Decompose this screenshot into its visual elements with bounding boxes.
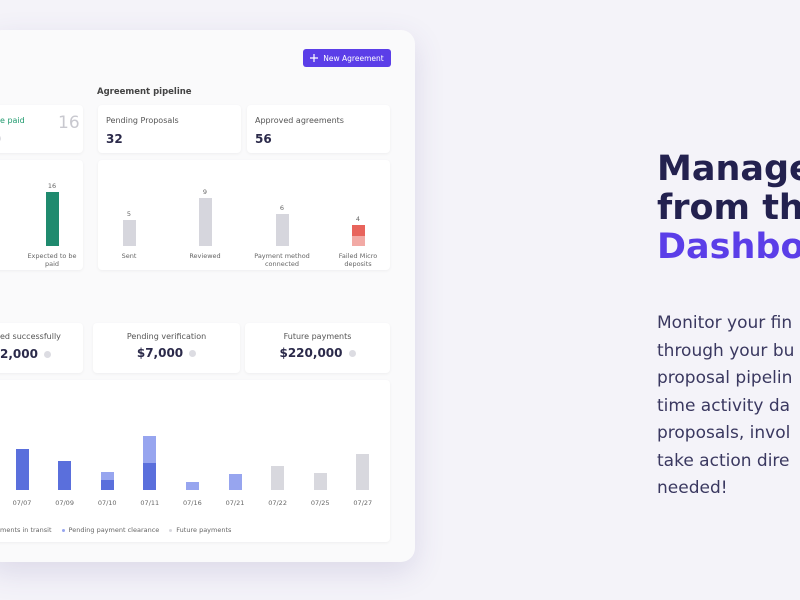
status-dot — [43, 351, 51, 358]
bar — [275, 214, 289, 246]
stat-card: ed successfully 2,000 — [0, 323, 83, 373]
value-label: 5 — [126, 209, 132, 218]
amount: 2,000 — [0, 347, 38, 361]
headline-line: Manage — [657, 149, 800, 189]
stat-value: $220,000 — [245, 346, 390, 360]
bar — [122, 219, 136, 246]
bar-segment — [100, 480, 114, 490]
legend-swatch — [61, 528, 65, 532]
stat-value: 2,000 — [0, 347, 51, 361]
status-dot — [189, 350, 197, 357]
stat-label: e paid — [0, 116, 25, 125]
x-tick-label: 07/11 — [140, 499, 160, 507]
bar — [198, 198, 212, 246]
x-tick-label: 07/22 — [268, 499, 287, 507]
body-line: Monitor your fin — [657, 313, 793, 333]
x-tick-label: Expected to be paid — [27, 252, 77, 268]
legend: ments in transit Pending payment clearanc… — [0, 526, 231, 534]
new-agreement-button[interactable]: New Agreement — [303, 49, 391, 67]
amount: $7,000 — [136, 346, 184, 360]
x-tick-label: 07/09 — [55, 499, 74, 507]
stat-card: e paid 16 — [0, 105, 83, 153]
bar-segment — [271, 466, 285, 490]
status-dot — [348, 350, 356, 357]
chart-card: 5 Sent 9 Reviewed 6 Payment method connected 4… — [98, 160, 390, 270]
value-label: 9 — [202, 188, 208, 197]
x-tick-label: Payment method connected — [254, 252, 310, 268]
bar-segment — [356, 454, 370, 490]
stat-value: 16 — [58, 113, 80, 133]
stat-label: Approved agreements — [255, 116, 344, 125]
legend-item: Future payments — [169, 526, 231, 534]
body-line: needed! — [657, 478, 728, 498]
legend-item: Pending payment clearance — [61, 526, 160, 534]
body-line: time activity da — [657, 395, 791, 416]
stat-card: Approved agreements 56 — [247, 105, 390, 153]
stat-card: Pending verification $7,000 — [93, 323, 240, 373]
headline-line: Dashbo — [657, 227, 800, 267]
headline: Manage from the Dashbo — [657, 150, 800, 267]
bar-segment — [100, 472, 114, 480]
legend-label: Future payments — [176, 526, 232, 534]
stat-value: 32 — [106, 132, 123, 146]
legend-item: ments in transit — [0, 526, 52, 534]
amount: $220,000 — [279, 346, 343, 360]
value-label: 4 — [355, 214, 361, 223]
stat-value: 56 — [255, 132, 272, 146]
bar-segment — [143, 463, 157, 490]
bar-segment — [313, 473, 327, 490]
stat-label: Pending Proposals — [106, 116, 179, 125]
bar — [45, 192, 59, 246]
x-tick-label: 07/27 — [353, 499, 373, 507]
body-line: proposal pipelin — [657, 368, 793, 388]
chart-card: 16 Expected to be paid — [0, 160, 83, 270]
value-label: 6 — [279, 204, 285, 213]
headline-line: from the — [657, 188, 800, 228]
bar — [351, 224, 365, 247]
stat-card: Pending Proposals 32 — [98, 105, 241, 153]
bar-segment — [15, 449, 29, 490]
x-tick-label: 07/16 — [183, 499, 202, 507]
section-title: Agreement pipeline — [97, 87, 192, 97]
body-text: Monitor your fin through your bu proposal … — [657, 310, 794, 503]
status-dot — [0, 135, 1, 142]
legend-label: Pending payment clearance — [68, 526, 160, 534]
bar-segment — [143, 436, 157, 463]
plus-icon — [310, 54, 319, 62]
x-tick-label: Sent — [121, 252, 137, 260]
value-label: 16 — [47, 182, 57, 190]
stat-label: Future payments — [283, 332, 352, 341]
body-line: proposals, invol — [657, 423, 791, 443]
body-line: take action dire — [657, 450, 790, 471]
x-tick-label: 07/10 — [97, 499, 117, 507]
bar-segment — [58, 461, 72, 490]
legend-label: ments in transit — [0, 526, 52, 534]
stat-card: Future payments $220,000 — [245, 323, 390, 373]
stat-value: $7,000 — [93, 346, 240, 360]
bar-segment — [228, 474, 242, 490]
x-tick-label: Reviewed — [189, 252, 221, 260]
stat-label: Pending verification — [126, 332, 207, 341]
x-tick-label: Failed Micro deposits — [338, 252, 378, 268]
chart-card: 07/07 07/09 07/10 07/11 07/16 07/21 07/22 07/25… — [0, 380, 390, 542]
legend-swatch — [169, 528, 173, 532]
x-tick-label: 07/25 — [310, 499, 330, 507]
body-line: through your bu — [657, 340, 795, 361]
x-tick-label: 07/21 — [225, 499, 245, 507]
x-tick-label: 07/07 — [12, 499, 32, 507]
bar-segment — [185, 482, 199, 490]
button-label: New Agreement — [323, 53, 384, 63]
stat-label: ed successfully — [0, 332, 61, 341]
